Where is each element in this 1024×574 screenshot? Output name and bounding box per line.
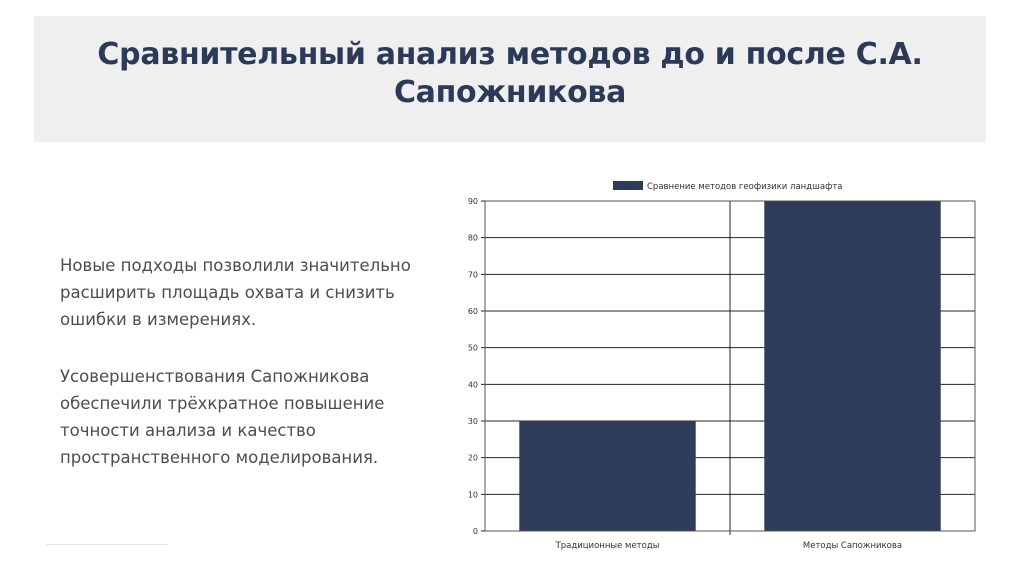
plot-frame	[484, 200, 976, 532]
paragraph-accuracy: Усовершенствования Сапожникова обеспечил…	[60, 367, 385, 467]
x-category-label: Методы Сапожникова	[803, 541, 902, 551]
legend-swatch	[613, 181, 643, 190]
divider	[46, 544, 168, 545]
y-tick-label: 40	[468, 380, 478, 389]
bar-chart: Сравнение методов геофизики ландшафта 0 1…	[468, 181, 976, 551]
y-tick-label: 10	[468, 490, 478, 499]
x-category-labels: Традиционные методы Методы Сапожникова	[555, 541, 903, 551]
paragraph-coverage: Новые подходы позволили значительно расш…	[60, 256, 411, 329]
y-tick-label: 70	[468, 270, 478, 279]
page-title: Сравнительный анализ методов до и после …	[97, 37, 923, 110]
y-tick-label: 90	[468, 197, 478, 206]
y-tick-label: 20	[468, 454, 478, 463]
x-category-label: Традиционные методы	[555, 541, 660, 551]
bars	[519, 201, 941, 531]
y-tick-label: 50	[468, 344, 478, 353]
y-tick-labels: 0 10 20 30 40 50 60 70 80 90	[468, 197, 478, 536]
y-tick-label: 60	[468, 307, 478, 316]
bar	[764, 201, 941, 531]
plot-border	[484, 200, 976, 532]
y-tick-label: 30	[468, 417, 478, 426]
y-tick-label: 0	[473, 527, 478, 536]
title-band	[34, 16, 986, 142]
bar	[519, 421, 696, 531]
chart-legend: Сравнение методов геофизики ландшафта	[613, 181, 843, 192]
y-tick-label: 80	[468, 234, 478, 243]
legend-label: Сравнение методов геофизики ландшафта	[647, 182, 843, 192]
